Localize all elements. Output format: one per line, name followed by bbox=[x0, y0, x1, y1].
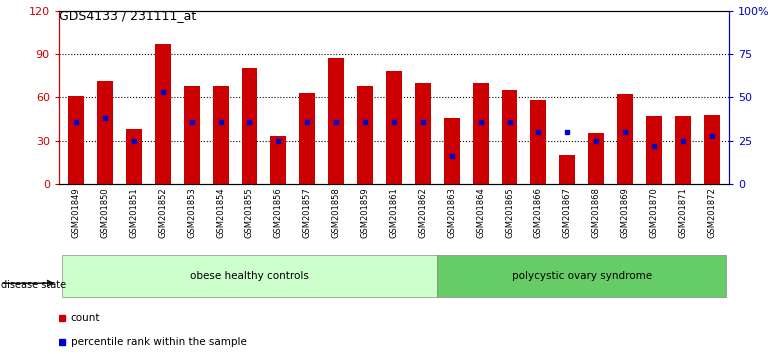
Text: GSM201853: GSM201853 bbox=[187, 188, 196, 238]
Text: GSM201867: GSM201867 bbox=[563, 188, 572, 238]
Bar bbox=[704, 115, 720, 184]
Bar bbox=[97, 81, 113, 184]
Text: obese healthy controls: obese healthy controls bbox=[190, 271, 309, 281]
Bar bbox=[126, 129, 142, 184]
Bar bbox=[212, 86, 229, 184]
Text: GSM201854: GSM201854 bbox=[216, 188, 225, 238]
Text: GSM201856: GSM201856 bbox=[274, 188, 283, 238]
Text: GSM201872: GSM201872 bbox=[707, 188, 717, 238]
Bar bbox=[183, 86, 200, 184]
Text: GSM201863: GSM201863 bbox=[447, 188, 456, 238]
Text: GDS4133 / 231111_at: GDS4133 / 231111_at bbox=[59, 9, 196, 22]
Text: GSM201864: GSM201864 bbox=[476, 188, 485, 238]
Text: GSM201862: GSM201862 bbox=[419, 188, 427, 238]
Bar bbox=[68, 96, 84, 184]
Bar bbox=[415, 83, 430, 184]
Bar bbox=[559, 155, 575, 184]
Text: GSM201857: GSM201857 bbox=[303, 188, 312, 238]
Text: GSM201871: GSM201871 bbox=[678, 188, 688, 238]
Text: GSM201868: GSM201868 bbox=[592, 188, 601, 238]
Text: GSM201870: GSM201870 bbox=[649, 188, 659, 238]
Bar bbox=[588, 133, 604, 184]
Bar bbox=[617, 95, 633, 184]
Bar bbox=[386, 72, 402, 184]
Text: percentile rank within the sample: percentile rank within the sample bbox=[71, 337, 246, 347]
Bar bbox=[531, 100, 546, 184]
Bar bbox=[444, 118, 459, 184]
Bar bbox=[473, 83, 488, 184]
Text: GSM201849: GSM201849 bbox=[71, 188, 81, 238]
Text: GSM201858: GSM201858 bbox=[332, 188, 341, 238]
Text: count: count bbox=[71, 313, 100, 323]
Text: GSM201866: GSM201866 bbox=[534, 188, 543, 238]
Text: GSM201861: GSM201861 bbox=[390, 188, 398, 238]
Text: GSM201850: GSM201850 bbox=[100, 188, 110, 238]
Bar bbox=[358, 86, 373, 184]
Bar bbox=[299, 93, 315, 184]
Text: polycystic ovary syndrome: polycystic ovary syndrome bbox=[512, 271, 652, 281]
Text: disease state: disease state bbox=[1, 280, 66, 290]
Bar bbox=[328, 58, 344, 184]
Text: GSM201851: GSM201851 bbox=[129, 188, 139, 238]
Text: GSM201852: GSM201852 bbox=[158, 188, 167, 238]
Text: GSM201865: GSM201865 bbox=[505, 188, 514, 238]
Bar bbox=[646, 116, 662, 184]
Bar bbox=[62, 256, 437, 297]
Bar bbox=[155, 44, 171, 184]
Text: GSM201855: GSM201855 bbox=[245, 188, 254, 238]
Bar bbox=[675, 116, 691, 184]
Bar bbox=[502, 90, 517, 184]
Bar bbox=[437, 256, 726, 297]
Bar bbox=[241, 68, 257, 184]
Text: GSM201869: GSM201869 bbox=[621, 188, 630, 238]
Text: GSM201859: GSM201859 bbox=[361, 188, 369, 238]
Bar bbox=[270, 136, 286, 184]
